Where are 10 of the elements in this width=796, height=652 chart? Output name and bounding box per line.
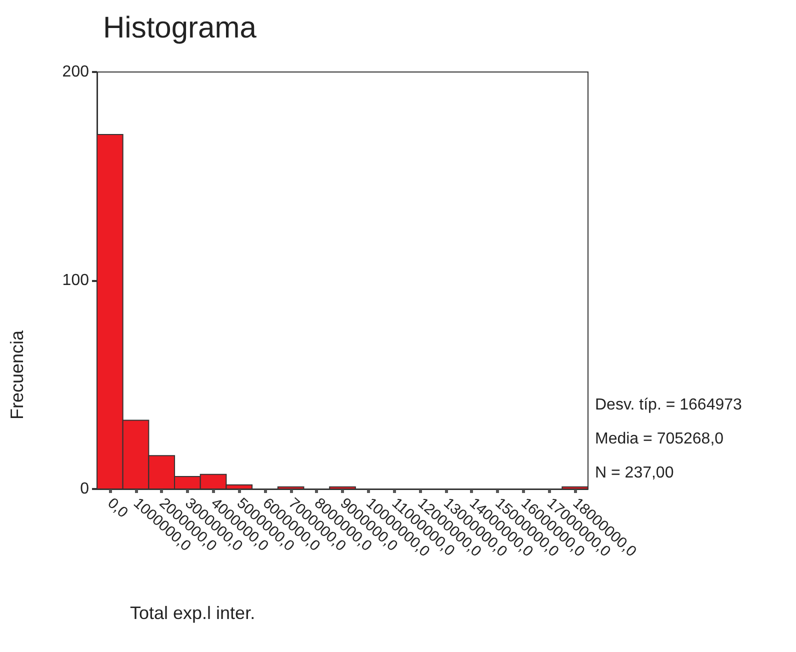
text: Media = 705268,0: [595, 430, 724, 448]
y-tick-label: 0: [80, 480, 90, 498]
x-axis-title: Total exp.l inter.: [130, 603, 256, 623]
chart-title: Histograma: [103, 12, 257, 44]
y-tick-label: 100: [62, 272, 90, 289]
y-axis-title: Frecuencia: [7, 330, 27, 420]
text: N = 237,00: [595, 464, 674, 482]
text: Desv. típ. = 1664973: [595, 396, 742, 414]
y-tick-label: 200: [62, 64, 90, 80]
x-tick-label: 0,0: [104, 494, 132, 522]
